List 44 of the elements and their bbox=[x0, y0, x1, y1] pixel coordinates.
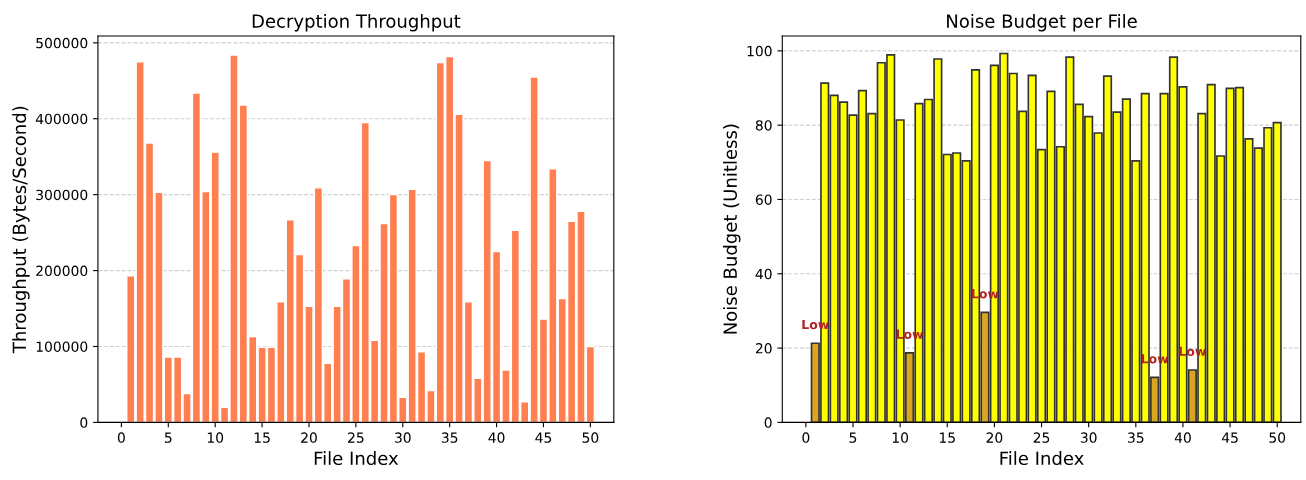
x-tick-label: 15 bbox=[939, 432, 955, 443]
y-tick-label: 60 bbox=[755, 194, 772, 205]
x-tick-label: 30 bbox=[1080, 432, 1097, 443]
y-tick-label: 40 bbox=[755, 268, 772, 280]
x-tick-label: 5 bbox=[849, 432, 857, 443]
x-tick-label: 25 bbox=[348, 432, 364, 443]
x-tick-label: 45 bbox=[1221, 432, 1238, 443]
x-tick-label: 30 bbox=[395, 432, 411, 443]
annotation: Low bbox=[972, 289, 999, 299]
x-tick-label: 20 bbox=[301, 432, 317, 443]
annotation: Low bbox=[1179, 346, 1206, 356]
x-tick-label: 0 bbox=[802, 432, 810, 443]
y-tick-label: 200000 bbox=[36, 265, 88, 277]
y-tick-label: 0 bbox=[80, 417, 88, 428]
x-tick-label: 50 bbox=[1269, 432, 1286, 443]
x-tick-label: 15 bbox=[254, 432, 270, 443]
x-axis-title: File Index bbox=[314, 451, 399, 466]
y-tick-label: 80 bbox=[755, 120, 772, 131]
y-axis-title: Throughput (Bytes/Second) bbox=[12, 106, 30, 354]
x-tick-label: 50 bbox=[582, 432, 599, 443]
x-tick-label: 45 bbox=[535, 432, 552, 443]
y-tick-label: 300000 bbox=[36, 189, 88, 201]
x-tick-label: 10 bbox=[892, 432, 909, 443]
x-tick-label: 25 bbox=[1033, 432, 1050, 443]
y-axis-title: Noise Budget (Unitless) bbox=[723, 124, 741, 334]
chart-title: Noise Budget per File bbox=[947, 13, 1137, 32]
y-tick-label: 20 bbox=[755, 343, 772, 354]
x-tick-label: 10 bbox=[207, 432, 224, 443]
x-tick-label: 5 bbox=[164, 432, 172, 443]
x-tick-label: 20 bbox=[986, 432, 1003, 443]
y-tick-label: 100000 bbox=[36, 341, 88, 352]
annotation: Low bbox=[896, 329, 924, 339]
y-tick-label: 100 bbox=[747, 45, 772, 57]
annotation: Low bbox=[1141, 354, 1169, 364]
chart-title: Decryption Throughput bbox=[252, 13, 461, 32]
x-tick-label: 35 bbox=[1128, 432, 1144, 443]
y-tick-label: 400000 bbox=[35, 113, 88, 125]
x-tick-label: 35 bbox=[441, 432, 458, 443]
y-tick-label: 0 bbox=[764, 417, 772, 428]
x-tick-label: 40 bbox=[488, 432, 505, 443]
x-tick-label: 0 bbox=[117, 432, 125, 443]
x-tick-label: 40 bbox=[1174, 432, 1191, 443]
x-axis-title: File Index bbox=[1000, 451, 1084, 466]
y-tick-label: 500000 bbox=[36, 37, 88, 49]
